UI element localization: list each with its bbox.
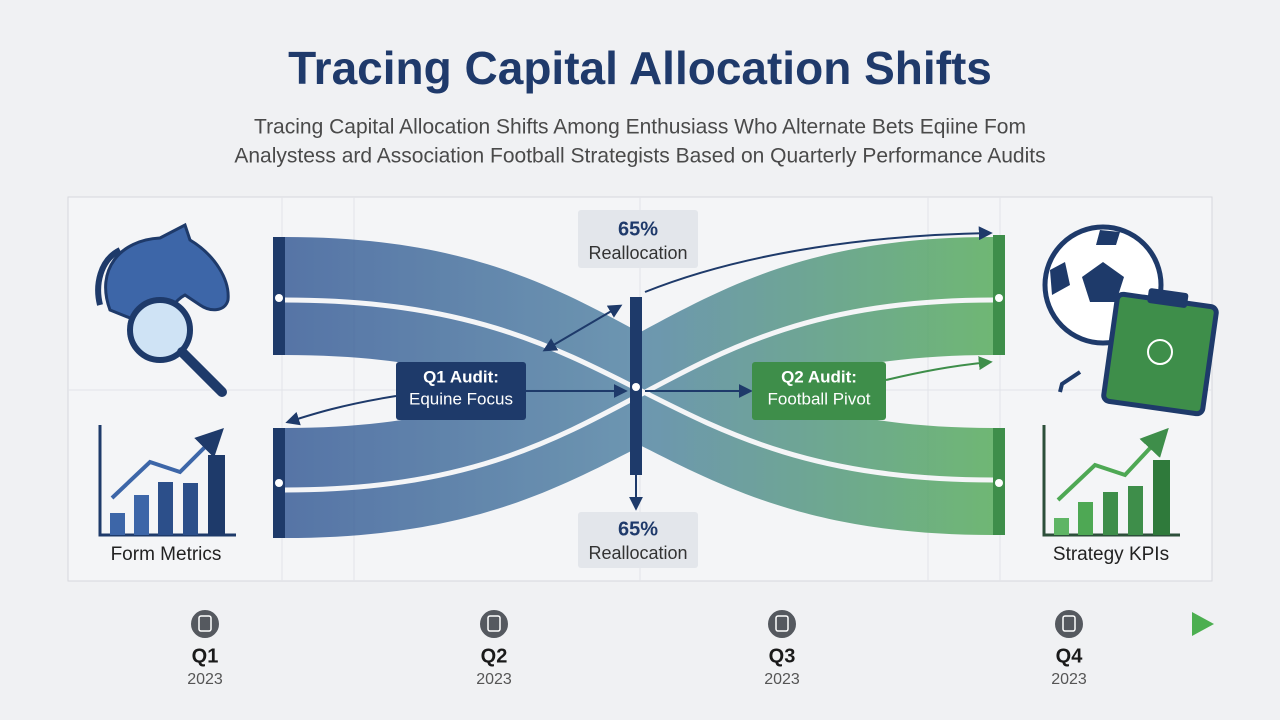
- milestone: [766, 608, 798, 640]
- milestone: [478, 608, 510, 640]
- year-label: 2023: [187, 671, 223, 688]
- quarter-label: Q2: [481, 645, 508, 667]
- title: Tracing Capital Allocation Shifts: [288, 42, 992, 94]
- panel-label: Form Metrics: [111, 544, 222, 565]
- callout: 65% Reallocation: [578, 210, 698, 268]
- year-label: 2023: [1051, 671, 1087, 688]
- horse-icon: [95, 222, 230, 397]
- nodes: [273, 235, 1005, 538]
- callout-label: Reallocation: [588, 243, 687, 263]
- audit-box: Q2 Audit: Football Pivot: [752, 362, 886, 420]
- audit-title: Q2 Audit:: [781, 367, 857, 386]
- milestone-icon: [198, 615, 212, 632]
- ball-icon: [1042, 224, 1219, 417]
- milestone-icon: [487, 615, 501, 632]
- timeline: [68, 612, 1214, 636]
- subtitle: Tracing Capital Allocation Shifts Among …: [254, 116, 1026, 139]
- timeline-points: Q1 2023 Q2 2023 Q3 2023 Q4 2023: [187, 608, 1087, 688]
- left-chart-icon: [98, 425, 236, 537]
- subtitle: Analystess ard Association Football Stra…: [234, 145, 1045, 168]
- audit-title: Q1 Audit:: [423, 367, 499, 386]
- quarter-label: Q3: [769, 645, 796, 667]
- milestone-icon: [1062, 615, 1076, 632]
- arrows: [285, 226, 993, 511]
- panel-label: Strategy KPIs: [1053, 544, 1169, 565]
- milestone-icon: [775, 615, 789, 632]
- year-label: 2023: [764, 671, 800, 688]
- milestone: [189, 608, 221, 640]
- quarter-label: Q4: [1056, 645, 1084, 667]
- year-label: 2023: [476, 671, 512, 688]
- quarter-label: Q1: [192, 645, 219, 667]
- audit-label: Football Pivot: [768, 389, 871, 408]
- right-chart-icon: [1042, 425, 1180, 537]
- audit-label: Equine Focus: [409, 389, 513, 408]
- milestone: [1053, 608, 1085, 640]
- callout-percent: 65%: [618, 518, 658, 540]
- callout: 65% Reallocation: [578, 512, 698, 568]
- callout-percent: 65%: [618, 218, 658, 240]
- callout-label: Reallocation: [588, 543, 687, 563]
- audit-box: Q1 Audit: Equine Focus: [396, 362, 526, 420]
